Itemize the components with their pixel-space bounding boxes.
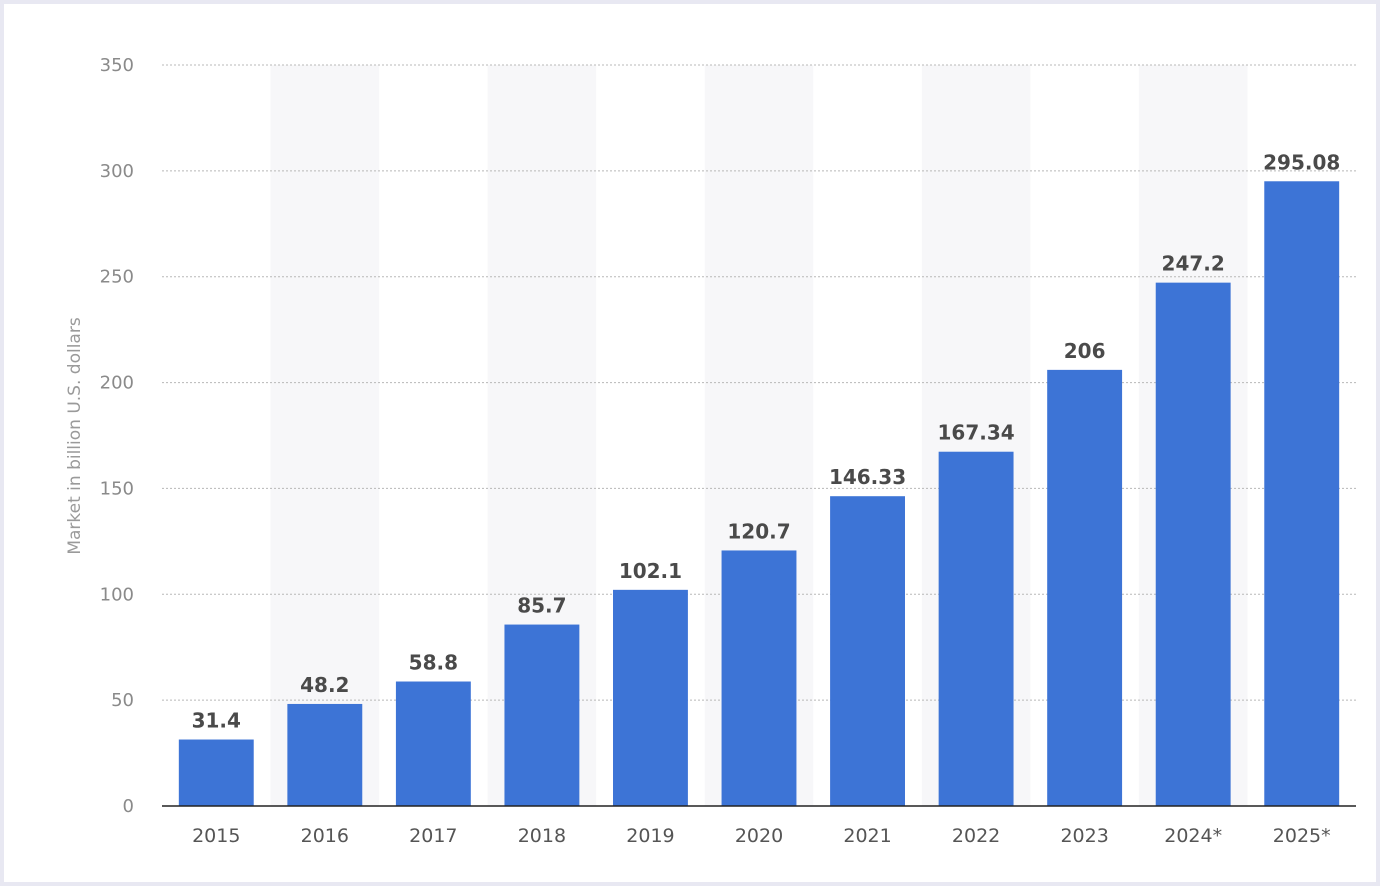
x-tick-label: 2020	[735, 825, 783, 847]
x-tick-label: 2021	[843, 825, 891, 847]
bar-value-label: 247.2	[1162, 252, 1225, 276]
bar-value-label: 85.7	[517, 594, 566, 618]
x-axis-ticks: 2015 2016 2017 2018 2019 2020 2021 2022 2023 2024…	[192, 825, 1331, 847]
x-tick-label: 2016	[301, 825, 349, 847]
bar	[287, 703, 363, 806]
x-tick-label: 2023	[1060, 825, 1108, 847]
x-tick-label: 2024*	[1164, 825, 1222, 847]
bar-value-label: 120.7	[727, 519, 790, 543]
x-tick-label: 2019	[626, 825, 674, 847]
bar-value-label: 48.2	[300, 673, 349, 697]
bar	[938, 451, 1014, 806]
x-tick-label: 2018	[518, 825, 566, 847]
bar-value-label: 206	[1064, 339, 1106, 363]
bar-value-label: 58.8	[409, 651, 458, 675]
bar	[1264, 181, 1340, 806]
x-tick-label: 2025*	[1273, 825, 1331, 847]
bar	[721, 550, 797, 806]
bar	[1155, 282, 1231, 806]
bar-value-label: 146.33	[829, 465, 906, 489]
bars	[178, 181, 1340, 806]
y-tick-label: 300	[100, 161, 134, 182]
bar-value-label: 295.08	[1263, 150, 1340, 174]
y-tick-label: 150	[100, 478, 134, 499]
y-tick-label: 0	[123, 796, 134, 817]
bar-value-label: 167.34	[937, 421, 1014, 445]
bar	[830, 496, 905, 806]
bar	[1047, 369, 1123, 806]
y-tick-label: 100	[100, 584, 134, 605]
bar-chart: 0 50 100 150 200 250 300 350 Market in billion …	[65, 55, 1356, 847]
bar-value-label: 102.1	[619, 559, 682, 583]
y-tick-label: 250	[100, 267, 134, 288]
bar	[504, 624, 580, 806]
y-tick-label: 200	[100, 373, 134, 394]
column-band	[270, 65, 380, 806]
y-axis-label: Market in billion U.S. dollars	[65, 317, 85, 554]
bar-value-label: 31.4	[192, 709, 241, 733]
y-axis-ticks: 0 50 100 150 200 250 300 350	[100, 55, 134, 817]
bar	[178, 739, 254, 806]
y-tick-label: 350	[100, 55, 134, 76]
bar	[395, 681, 471, 806]
value-labels: 31.4 48.2 58.8 85.7 102.1 120.7 146.33 167.34 20…	[192, 150, 1341, 732]
bar	[613, 589, 688, 806]
x-tick-label: 2015	[192, 825, 240, 847]
chart-frame: 0 50 100 150 200 250 300 350 Market in billion …	[4, 4, 1376, 882]
x-tick-label: 2022	[952, 825, 1000, 847]
y-tick-label: 50	[111, 690, 134, 711]
x-tick-label: 2017	[409, 825, 457, 847]
